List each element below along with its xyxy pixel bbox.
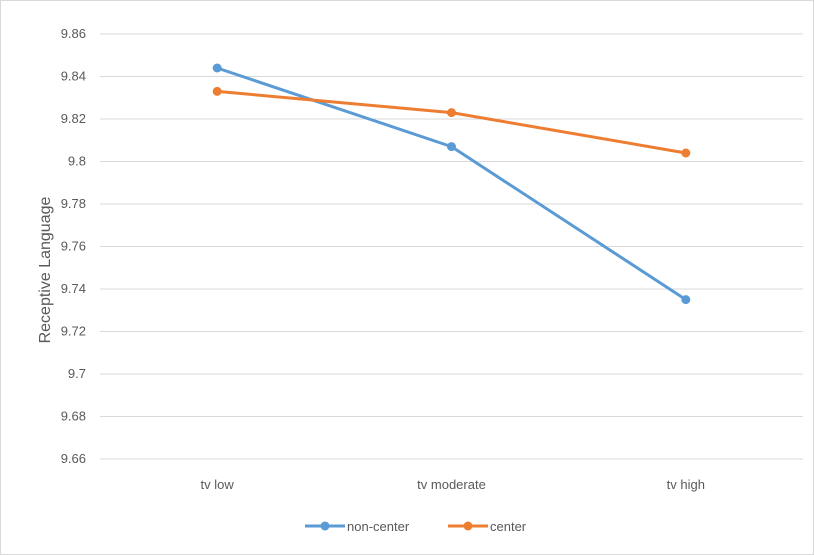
data-point-center: [212, 86, 222, 96]
legend-marker-center: [463, 521, 473, 531]
data-point-non-center: [681, 295, 691, 305]
data-point-center: [447, 108, 456, 118]
gridlines: [100, 33, 803, 460]
y-axis-title: Receptive Language: [37, 197, 54, 344]
legend-label: center: [490, 519, 527, 534]
data-point-non-center: [447, 142, 456, 152]
y-tick-label: 9.8: [68, 154, 86, 169]
y-axis-tick-labels: 9.66 9.68 9.7 9.72 9.74 9.76 9.78 9.8 9.82 9.84 9.…: [61, 26, 86, 466]
y-tick-label: 9.68: [61, 409, 86, 424]
series-line-non-center: [215, 66, 688, 302]
y-tick-label: 9.78: [61, 196, 86, 211]
y-tick-label: 9.82: [61, 111, 86, 126]
y-tick-label: 9.84: [61, 69, 86, 84]
x-axis-tick-labels: tv low tv moderate tv high: [201, 477, 705, 492]
y-tick-label: 9.74: [61, 281, 86, 296]
data-point-center: [681, 148, 691, 158]
legend-label: non-center: [347, 519, 410, 534]
x-tick-label: tv moderate: [417, 477, 486, 492]
series-lines: [212, 63, 691, 305]
y-tick-label: 9.72: [61, 324, 86, 339]
legend: non-center center: [305, 519, 527, 534]
data-point-non-center: [212, 63, 222, 73]
y-tick-label: 9.66: [61, 451, 86, 466]
y-tick-label: 9.76: [61, 239, 86, 254]
y-tick-label: 9.7: [68, 366, 86, 381]
y-tick-label: 9.86: [61, 26, 86, 41]
x-tick-label: tv high: [667, 477, 705, 492]
x-tick-label: tv low: [201, 477, 235, 492]
legend-marker-non-center: [320, 521, 330, 531]
